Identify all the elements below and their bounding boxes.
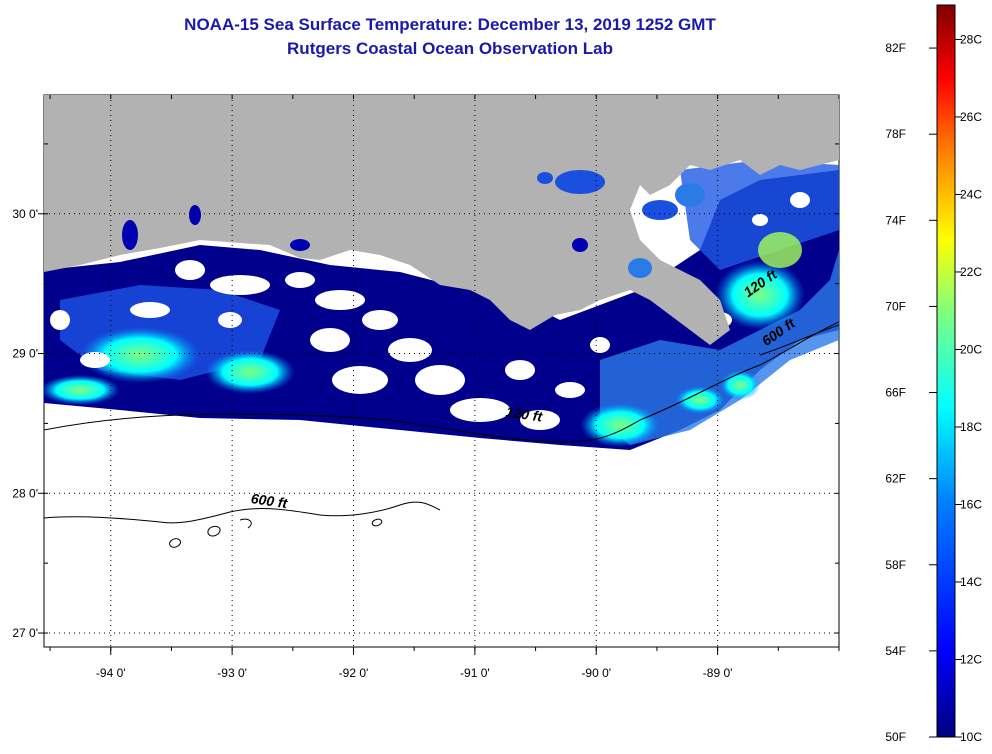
colorbar-f-label: 70F	[885, 299, 906, 313]
lon-tick-label: -89 0'	[703, 666, 733, 680]
colorbar-c-label: 12C	[960, 652, 982, 666]
bay-water	[572, 238, 588, 252]
warm-water-blob	[44, 375, 120, 405]
bay-water	[290, 239, 310, 251]
map-title: NOAA-15 Sea Surface Temperature: Decembe…	[184, 15, 716, 34]
colorbar-c-label: 18C	[960, 420, 982, 434]
lat-tick-label: 29 0'	[12, 347, 38, 361]
colorbar-axes: 82F 78F 74F 70F 66F 62F 58F 54F 50F 28C 26C 24C 22C 2…	[885, 32, 982, 744]
colorbar-f-label: 66F	[885, 386, 906, 400]
map-axes: -94 0' -93 0' -92 0' -91 0' -90 0' -89 0' 30 0…	[12, 95, 840, 680]
colorbar-f-label: 74F	[885, 213, 906, 227]
colorbar-f-label: 78F	[885, 127, 906, 141]
map-subtitle: Rutgers Coastal Ocean Observation Lab	[287, 39, 613, 58]
colorbar	[936, 4, 956, 738]
lon-tick-label: -90 0'	[581, 666, 611, 680]
bay-water	[537, 172, 553, 184]
contour-120ft	[44, 321, 839, 443]
bay-water	[555, 170, 605, 194]
contour-600ft	[44, 501, 441, 524]
colorbar-c-label: 10C	[960, 730, 982, 744]
contour-label: 600 ft	[250, 490, 290, 511]
lat-tick-label: 30 0'	[12, 207, 38, 221]
colorbar-c-label: 14C	[960, 575, 982, 589]
lon-tick-label: -93 0'	[217, 666, 247, 680]
lon-tick-label: -92 0'	[339, 666, 369, 680]
bay-water	[628, 258, 652, 278]
colorbar-f-label: 54F	[885, 644, 906, 658]
bay-water	[189, 205, 201, 225]
colorbar-c-label: 20C	[960, 342, 982, 356]
lat-tick-label: 27 0'	[12, 626, 38, 640]
lon-tick-label: -94 0'	[96, 666, 126, 680]
land-area	[44, 95, 839, 345]
contour-small-ring	[169, 518, 383, 548]
water-patch	[600, 250, 839, 445]
colorbar-c-label: 22C	[960, 265, 982, 279]
warm-water-blob	[580, 403, 660, 447]
warm-water-blob	[715, 260, 805, 330]
colorbar-f-label: 58F	[885, 558, 906, 572]
colorbar-f-label: 50F	[885, 730, 906, 744]
bay-water	[122, 220, 138, 250]
colorbar-c-label: 26C	[960, 110, 982, 124]
lon-tick-label: -91 0'	[460, 666, 490, 680]
warm-water-blob	[675, 386, 725, 414]
bay-water	[675, 183, 705, 207]
gridlines	[44, 95, 839, 647]
bay-water	[642, 200, 678, 220]
colorbar-f-label: 82F	[885, 41, 906, 55]
contour-600ft	[759, 324, 839, 356]
colorbar-c-label: 24C	[960, 187, 982, 201]
colorbar-c-label: 28C	[960, 32, 982, 46]
lat-tick-label: 28 0'	[12, 486, 38, 500]
contour-label: 120 ft	[505, 404, 545, 425]
colorbar-f-label: 62F	[885, 472, 906, 486]
colorbar-c-label: 16C	[960, 497, 982, 511]
warm-water-blob	[205, 350, 295, 394]
warm-water-blob	[80, 327, 200, 383]
warm-water-blob	[758, 232, 802, 268]
warm-water-blob	[720, 370, 760, 400]
